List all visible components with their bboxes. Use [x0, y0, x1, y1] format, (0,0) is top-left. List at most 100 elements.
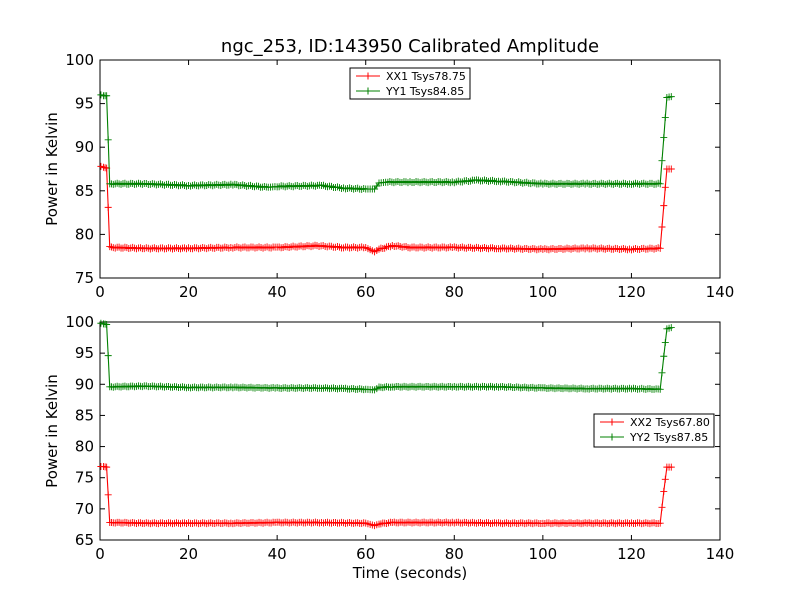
x-tick-label: 100	[529, 545, 558, 563]
data-point	[383, 520, 391, 528]
legend-marker	[608, 433, 616, 441]
series-line	[100, 165, 672, 253]
data-point	[285, 244, 293, 252]
data-point	[103, 320, 111, 328]
y-tick-label: 80	[75, 225, 94, 243]
data-point	[660, 352, 668, 360]
data-point	[667, 324, 675, 332]
data-point	[138, 383, 146, 391]
x-tick-label: 20	[179, 545, 198, 563]
data-point	[658, 369, 666, 377]
data-point	[251, 183, 259, 191]
data-point	[394, 242, 402, 250]
data-point	[658, 157, 666, 165]
y-tick-label: 85	[75, 406, 94, 424]
y-tick-label: 95	[75, 95, 94, 113]
data-point	[104, 203, 112, 211]
data-point	[656, 385, 664, 393]
series-yy	[97, 319, 675, 394]
series-line	[100, 465, 672, 527]
data-point	[661, 475, 669, 483]
y-tick-label: 75	[75, 469, 94, 487]
series-line	[100, 94, 672, 190]
data-point	[667, 165, 675, 173]
data-point	[667, 93, 675, 101]
data-point	[301, 243, 309, 251]
bottom-panel: 0 20 40 60 80 100 120 140 65 70 75 80 85 90 95 100 Power…	[43, 313, 734, 563]
data-point	[103, 92, 111, 100]
data-point	[658, 503, 666, 511]
y-tick-label: 80	[75, 438, 94, 456]
x-tick-label: 40	[268, 283, 287, 301]
data-point	[293, 243, 301, 251]
x-axis-label: Time (seconds)	[352, 564, 468, 582]
data-point	[402, 243, 410, 251]
data-point	[289, 242, 297, 250]
plot-frame	[99, 59, 721, 279]
y-axis-label: Power in Kelvin	[43, 374, 61, 488]
x-tick-label: 0	[95, 545, 105, 563]
x-tick-label: 140	[706, 283, 735, 301]
x-tick-label: 60	[356, 283, 375, 301]
data-point	[104, 352, 112, 360]
legend-box	[593, 413, 715, 448]
data-point	[247, 181, 255, 189]
data-point	[658, 223, 666, 231]
x-tick-label: 120	[617, 545, 646, 563]
y-tick-label: 75	[75, 269, 94, 287]
data-point	[104, 491, 112, 499]
data-point	[656, 519, 664, 527]
legend-label: YY1 Tsys84.85	[385, 85, 464, 98]
legend: XX2 Tsys67.80 YY2 Tsys87.85	[593, 413, 715, 448]
data-point	[381, 244, 389, 252]
y-tick-label: 95	[75, 344, 94, 362]
legend-marker	[364, 72, 372, 80]
x-tick-label: 80	[445, 283, 464, 301]
y-tick-label: 100	[65, 313, 94, 331]
x-tick-label: 40	[268, 545, 287, 563]
series-xx	[97, 463, 675, 530]
top-panel: 0 20 40 60 80 100 120 140 75 80 85 90 95 100 Power in …	[43, 51, 734, 301]
data-point	[660, 202, 668, 210]
data-point	[260, 182, 268, 190]
x-tick-label: 20	[179, 283, 198, 301]
data-point	[667, 463, 675, 471]
legend-label: XX1 Tsys78.75	[386, 70, 466, 83]
data-point	[109, 180, 117, 188]
data-point	[661, 339, 669, 347]
chart-title: ngc_253, ID:143950 Calibrated Amplitude	[221, 36, 599, 57]
plot-frame	[99, 321, 721, 541]
x-tick-label: 60	[356, 545, 375, 563]
legend-box	[349, 67, 471, 100]
series-line	[100, 322, 672, 391]
data-point	[297, 242, 305, 250]
x-tick-label: 140	[706, 545, 735, 563]
y-axis-label: Power in Kelvin	[43, 112, 61, 226]
x-tick-label: 80	[445, 545, 464, 563]
series-xx	[97, 162, 675, 256]
y-tick-label: 85	[75, 182, 94, 200]
y-tick-label: 90	[75, 375, 94, 393]
x-tick-label: 100	[529, 283, 558, 301]
y-tick-label: 70	[75, 500, 94, 518]
legend-marker	[608, 418, 616, 426]
data-point	[138, 180, 146, 188]
data-point	[307, 243, 315, 251]
y-tick-label: 65	[75, 531, 94, 549]
y-tick-label: 90	[75, 138, 94, 156]
data-point	[661, 183, 669, 191]
x-tick-label: 0	[95, 283, 105, 301]
data-point	[239, 181, 247, 189]
data-point	[660, 134, 668, 142]
data-point	[660, 487, 668, 495]
data-point	[279, 244, 287, 252]
legend-label: XX2 Tsys67.80	[630, 416, 710, 429]
data-point	[661, 114, 669, 122]
data-point	[275, 243, 283, 251]
data-point	[311, 241, 319, 249]
legend: XX1 Tsys78.75 YY1 Tsys84.85	[349, 67, 471, 100]
data-point	[656, 180, 664, 188]
data-point	[379, 384, 387, 392]
data-point	[104, 136, 112, 144]
